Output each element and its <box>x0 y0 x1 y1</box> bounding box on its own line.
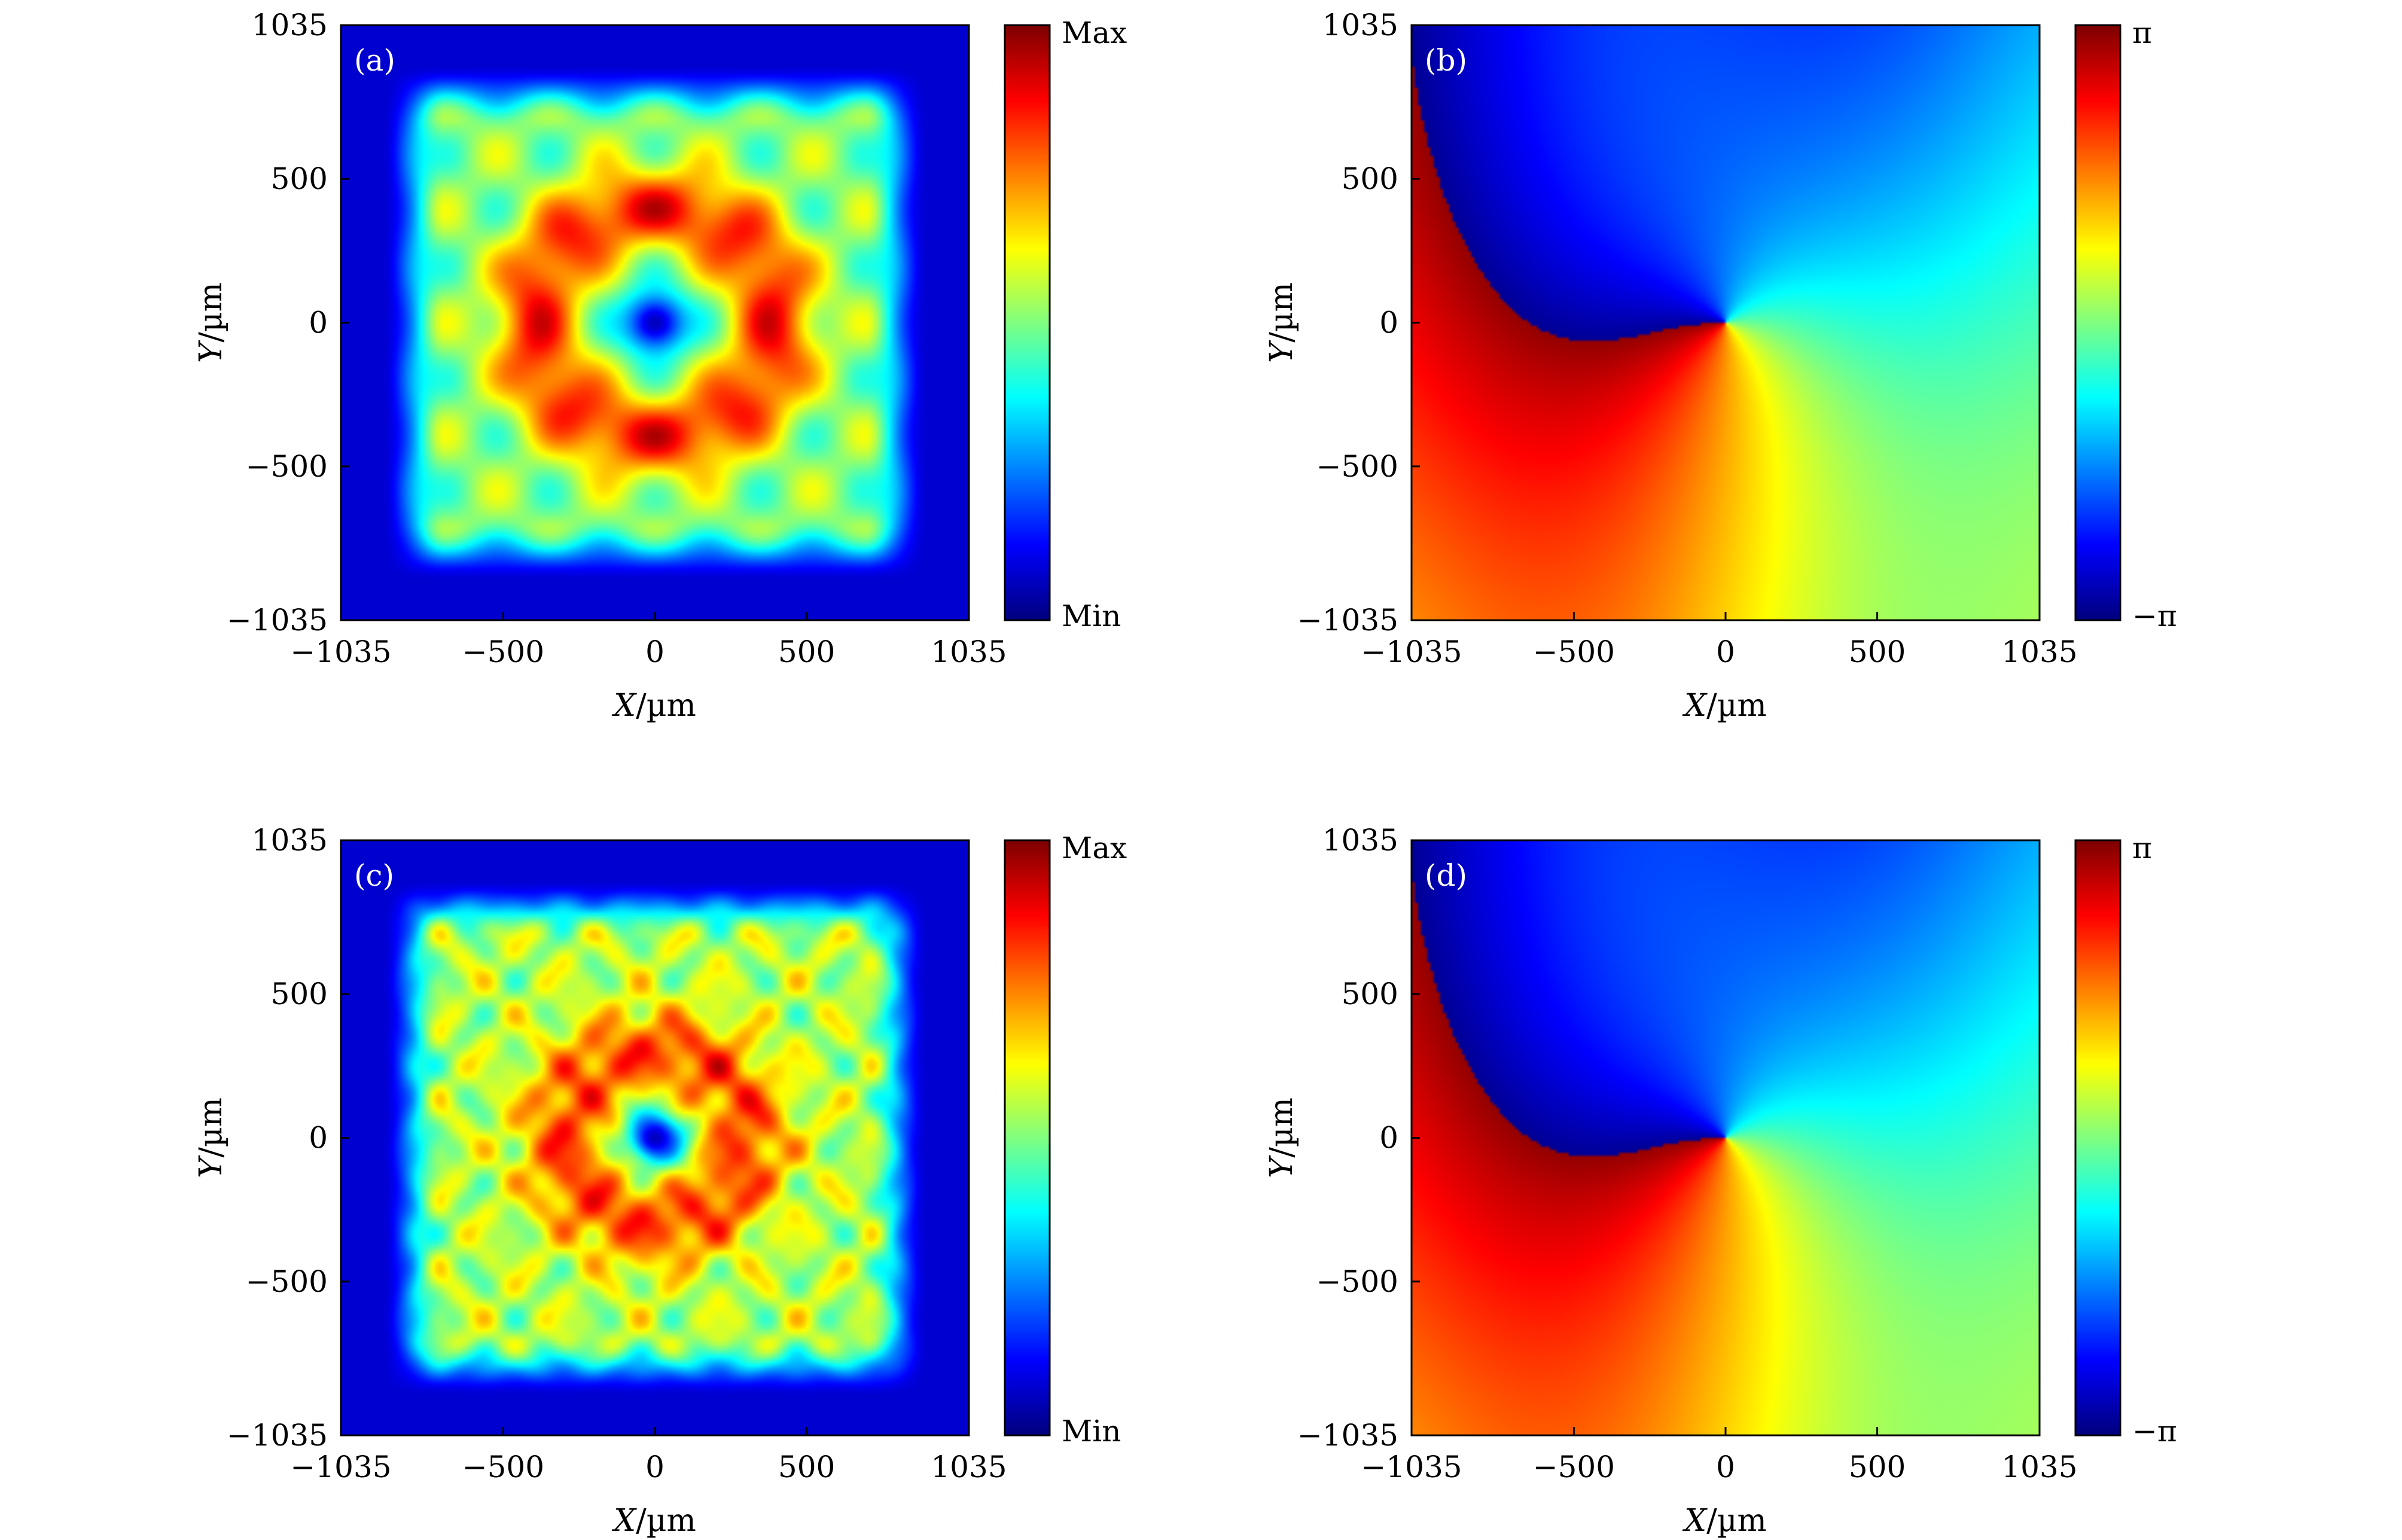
x-tick-label: 1035 <box>931 635 1007 669</box>
x-axis-label: X/µm <box>611 688 696 724</box>
y-tick-label: 500 <box>271 161 328 196</box>
x-axis-label: X/µm <box>1682 688 1767 724</box>
heatmap-image <box>1412 25 2040 620</box>
x-tick-label: −1035 <box>1361 635 1462 669</box>
colorbar-gradient <box>2075 840 2120 1435</box>
y-tick-label: −500 <box>1316 449 1398 484</box>
colorbar-max-label: π <box>2132 16 2152 50</box>
colorbar-min-label: Min <box>1062 1414 1121 1448</box>
colorbar-gradient <box>2075 25 2120 620</box>
x-tick-label: −500 <box>462 1450 544 1484</box>
x-tick-label: 500 <box>778 635 835 669</box>
x-tick-label: 1035 <box>2001 635 2077 669</box>
panel-b: −1035 −500 0 500 1035 −1035 −500 0 500 1035 X/µm Y/… <box>1264 8 2177 724</box>
y-tick-label: −1035 <box>227 1418 328 1453</box>
x-tick-label: 0 <box>645 1450 664 1484</box>
y-axis-label: Y/µm <box>193 282 229 363</box>
colorbar-gradient <box>1005 840 1050 1435</box>
colorbar-min-label: −π <box>2132 1414 2177 1448</box>
panel-label: (c) <box>354 858 394 893</box>
heatmap-image <box>1412 840 2040 1435</box>
x-tick-label: −500 <box>1533 1450 1615 1484</box>
colorbar-frame <box>1004 839 1051 1437</box>
y-axis-label: Y/µm <box>1264 282 1300 363</box>
x-tick-label: −1035 <box>290 1450 391 1484</box>
y-tick-label: −500 <box>246 1264 328 1299</box>
x-tick-label: 500 <box>778 1450 835 1484</box>
x-tick-label: −1035 <box>1361 1450 1462 1484</box>
colorbar-frame <box>2074 839 2121 1437</box>
x-tick-label: 0 <box>1716 1450 1735 1484</box>
y-tick-label: 500 <box>271 977 328 1011</box>
panel-label: (d) <box>1425 858 1467 893</box>
colorbar-min-label: Min <box>1062 599 1121 633</box>
x-tick-label: 0 <box>1716 635 1735 669</box>
panel-c: −1035 −500 0 500 1035 −1035 −500 0 500 1035 X/µm Y/… <box>193 823 1127 1539</box>
heatmap-image <box>341 840 969 1435</box>
y-tick-label: 0 <box>309 1121 328 1155</box>
y-tick-label: 1035 <box>252 823 328 858</box>
y-tick-label: 500 <box>1342 161 1398 196</box>
colorbar-max-label: π <box>2132 831 2152 865</box>
panel-label: (b) <box>1425 43 1467 78</box>
colorbar-frame <box>2074 24 2121 621</box>
y-tick-label: −500 <box>1316 1264 1398 1299</box>
heatmap-image <box>341 25 969 620</box>
x-tick-label: −500 <box>462 635 544 669</box>
panel-d: −1035 −500 0 500 1035 −1035 −500 0 500 1035 X/µm Y/… <box>1264 823 2177 1539</box>
y-tick-label: 1035 <box>1322 8 1398 42</box>
y-tick-label: 500 <box>1342 977 1398 1011</box>
colorbar-max-label: Max <box>1062 16 1127 50</box>
y-tick-label: 0 <box>309 306 328 340</box>
x-tick-label: 500 <box>1849 1450 1906 1484</box>
x-tick-label: 0 <box>645 635 664 669</box>
y-tick-label: −1035 <box>1297 603 1398 638</box>
y-axis-label: Y/µm <box>1264 1097 1300 1178</box>
y-tick-label: 0 <box>1379 1121 1398 1155</box>
y-tick-label: 1035 <box>1322 823 1398 858</box>
x-tick-label: −1035 <box>290 635 391 669</box>
colorbar-max-label: Max <box>1062 831 1127 865</box>
colorbar-frame <box>1004 24 1051 621</box>
x-axis-label: X/µm <box>1682 1503 1767 1539</box>
x-tick-label: 1035 <box>2001 1450 2077 1484</box>
x-tick-label: −500 <box>1533 635 1615 669</box>
x-tick-label: 500 <box>1849 635 1906 669</box>
colorbar-gradient <box>1005 25 1050 620</box>
panel-label: (a) <box>354 43 395 78</box>
colorbar-min-label: −π <box>2132 599 2177 633</box>
y-axis-label: Y/µm <box>193 1097 229 1178</box>
y-tick-label: −1035 <box>1297 1418 1398 1453</box>
x-axis-label: X/µm <box>611 1503 696 1539</box>
y-tick-label: −500 <box>246 449 328 484</box>
y-tick-label: 0 <box>1379 306 1398 340</box>
y-tick-label: 1035 <box>252 8 328 42</box>
panel-a: −1035 −500 0 500 1035 −1035 −500 0 500 1035 X/µm Y/… <box>193 8 1127 724</box>
y-tick-label: −1035 <box>227 603 328 638</box>
x-tick-label: 1035 <box>931 1450 1007 1484</box>
